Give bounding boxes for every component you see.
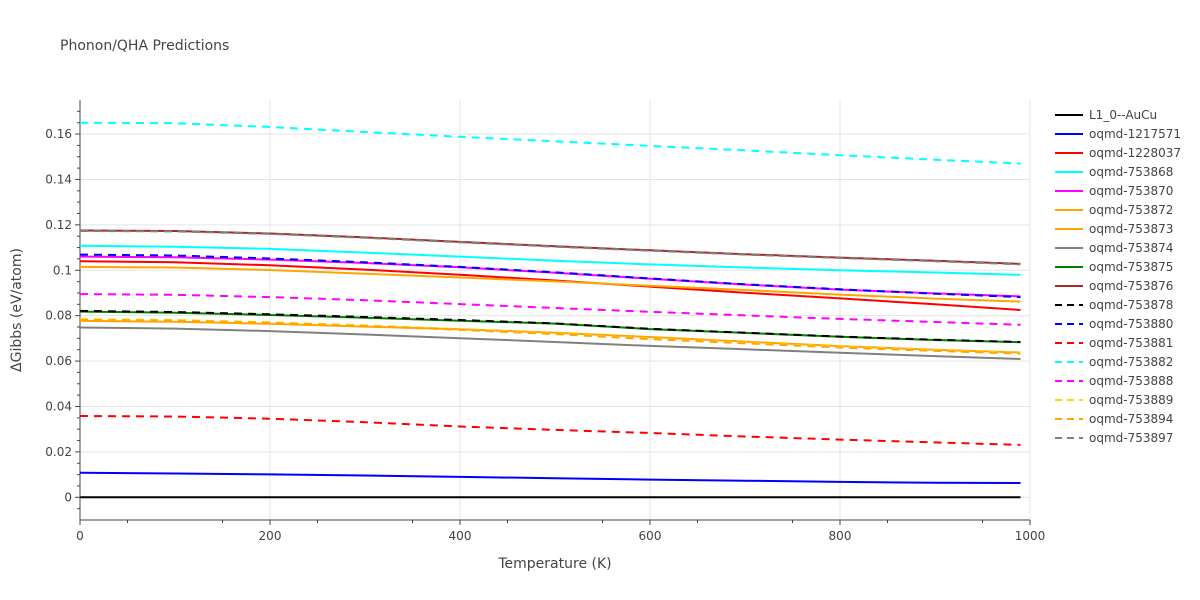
y-ticks: 0 0.02 0.04 0.06 0.08 0.1 0.12 0.14 0.16 [45, 110, 80, 510]
series-line [79, 415, 1021, 446]
axes [79, 100, 1030, 521]
x-tick-label: 1000 [1015, 529, 1046, 543]
legend-label: oqmd-753868 [1089, 165, 1173, 179]
y-tick-label: 0.14 [45, 172, 72, 186]
plot-lines [79, 121, 1021, 499]
y-tick-label: 0.06 [45, 354, 72, 368]
y-axis-title: ΔGibbs (eV/atom) [9, 248, 25, 372]
legend-label: oqmd-753889 [1089, 393, 1173, 407]
legend: L1_0--AuCu oqmd-1217571 oqmd-1228037 oqmd-7… [1055, 108, 1181, 445]
series-line [79, 121, 1021, 165]
series-line [79, 309, 1021, 343]
legend-label: oqmd-753870 [1089, 184, 1173, 198]
y-tick-label: 0.16 [45, 127, 72, 141]
y-tick-label: 0 [64, 490, 72, 504]
legend-label: oqmd-753872 [1089, 203, 1173, 217]
legend-label: oqmd-753882 [1089, 355, 1173, 369]
legend-label: oqmd-753876 [1089, 279, 1173, 293]
x-tick-label: 0 [76, 529, 84, 543]
series-line [79, 326, 1021, 360]
series-line [79, 255, 1021, 298]
x-tick-label: 400 [449, 529, 472, 543]
series-line [79, 293, 1021, 326]
grid [80, 100, 1031, 520]
y-tick-label: 0.12 [45, 218, 72, 232]
chart-title: Phonon/QHA Predictions [60, 38, 229, 54]
series-line [79, 265, 1021, 303]
y-tick-label: 0.02 [45, 445, 72, 459]
series-line [79, 471, 1021, 484]
y-tick-label: 0.04 [45, 399, 72, 413]
legend-label: oqmd-753878 [1089, 298, 1173, 312]
x-axis-title: Temperature (K) [497, 556, 611, 572]
legend-label: oqmd-753888 [1089, 374, 1173, 388]
legend-label: oqmd-753874 [1089, 241, 1173, 255]
legend-label: oqmd-1217571 [1089, 127, 1181, 141]
legend-label: oqmd-753880 [1089, 317, 1173, 331]
series-line [79, 244, 1021, 276]
legend-label: oqmd-753873 [1089, 222, 1173, 236]
x-ticks: 0 200 400 600 800 1000 [76, 520, 1045, 543]
legend-label: oqmd-1228037 [1089, 146, 1181, 160]
legend-label: oqmd-753875 [1089, 260, 1173, 274]
x-tick-label: 800 [829, 529, 852, 543]
y-tick-label: 0.08 [45, 309, 72, 323]
legend-label: oqmd-753897 [1089, 431, 1173, 445]
series-line [79, 230, 1021, 266]
series-line [79, 319, 1021, 355]
x-tick-label: 600 [639, 529, 662, 543]
legend-label: oqmd-753894 [1089, 412, 1173, 426]
legend-label: oqmd-753881 [1089, 336, 1173, 350]
x-tick-label: 200 [259, 529, 282, 543]
legend-label: L1_0--AuCu [1089, 108, 1157, 122]
y-tick-label: 0.1 [53, 263, 72, 277]
series-line [79, 253, 1021, 299]
